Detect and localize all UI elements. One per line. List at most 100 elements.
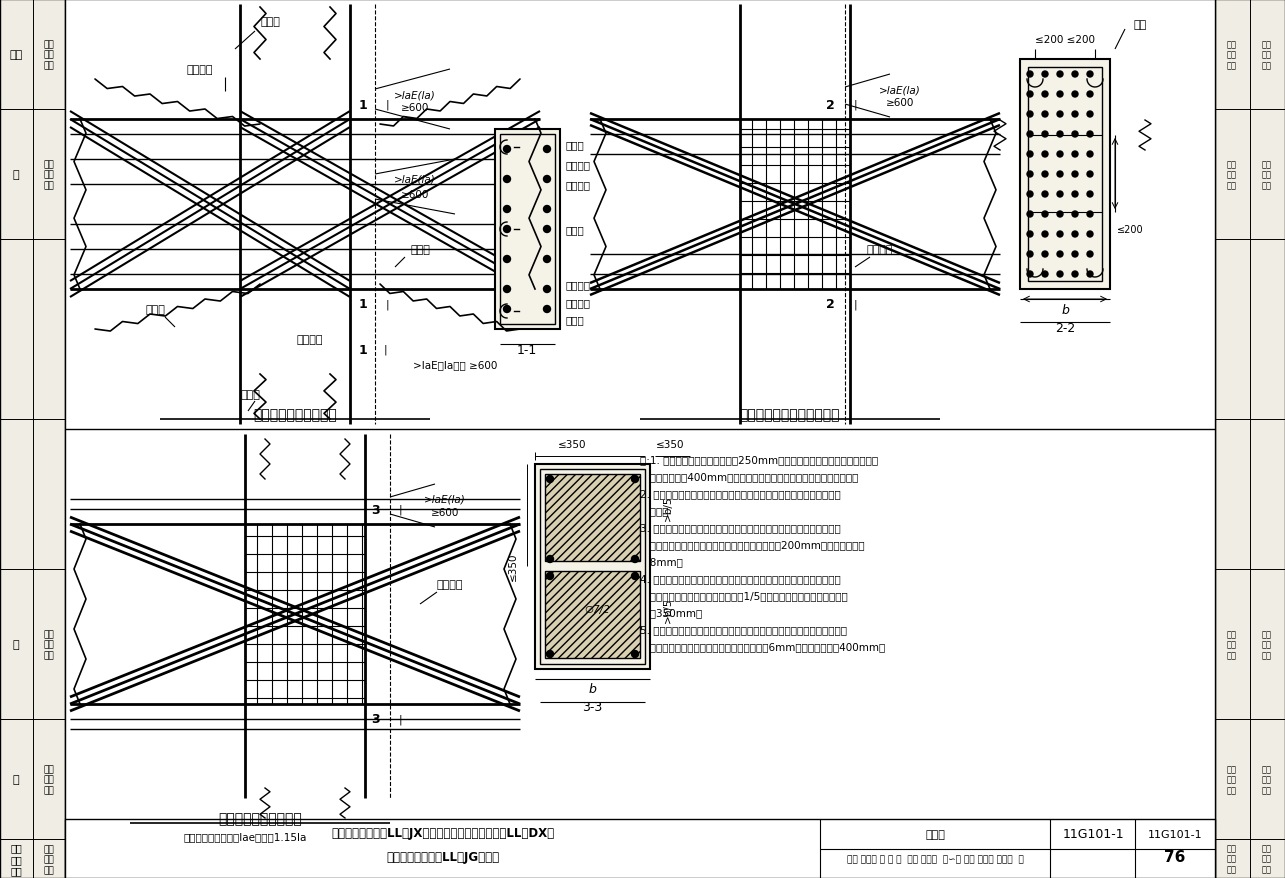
- Circle shape: [1072, 72, 1078, 78]
- Text: 平法
制图
规则: 平法 制图 规则: [1262, 40, 1272, 70]
- Circle shape: [1027, 72, 1033, 78]
- Text: 图集号: 图集号: [925, 829, 944, 839]
- Bar: [66, 819, 1216, 878]
- Text: 审核 吴耀辉 罗 垂 垂  校对 杨晓艳  杨∽抢 设计 赵克波 裴志彪  页: 审核 吴耀辉 罗 垂 垂 校对 杨晓艳 杨∽抢 设计 赵克波 裴志彪 页: [847, 854, 1023, 864]
- Circle shape: [1072, 271, 1078, 277]
- Text: ≤350: ≤350: [655, 440, 684, 450]
- Circle shape: [546, 556, 554, 563]
- Text: 对角斜筋: 对角斜筋: [867, 245, 893, 255]
- Circle shape: [1058, 212, 1063, 218]
- Text: 平法
制图
规则: 平法 制图 规则: [1227, 764, 1237, 794]
- Circle shape: [1027, 252, 1033, 258]
- Circle shape: [504, 256, 510, 263]
- Text: >laE(la): >laE(la): [424, 494, 466, 505]
- Text: 平法
制图
规则: 平法 制图 规则: [1227, 843, 1237, 873]
- Text: 3: 3: [370, 503, 379, 516]
- Circle shape: [504, 147, 510, 154]
- Text: 折线筋: 折线筋: [565, 225, 583, 234]
- Circle shape: [544, 147, 550, 154]
- Text: 总则: 总则: [9, 50, 23, 60]
- Text: 1-1: 1-1: [517, 343, 537, 356]
- Circle shape: [1058, 252, 1063, 258]
- Text: 11G101-1: 11G101-1: [1148, 829, 1203, 839]
- Text: 纵向钢筋: 纵向钢筋: [565, 180, 590, 190]
- Text: 面宽度不小于400mm时，可采用集中对角斜筋配筋或对角暗撑配筋。: 面宽度不小于400mm时，可采用集中对角斜筋配筋或对角暗撑配筋。: [640, 471, 858, 481]
- Bar: [540, 470, 645, 665]
- Circle shape: [544, 256, 550, 263]
- Circle shape: [504, 176, 510, 184]
- Text: 3-3: 3-3: [582, 701, 603, 714]
- Text: b: b: [1061, 303, 1069, 316]
- Polygon shape: [69, 517, 520, 711]
- Circle shape: [1087, 252, 1094, 258]
- Bar: [0, 0, 66, 878]
- Text: 平法
制图
规则: 平法 制图 规则: [44, 764, 54, 794]
- Text: >laE(la): >laE(la): [879, 85, 921, 95]
- Text: 折线筋: 折线筋: [240, 390, 260, 399]
- Text: 平法
制图
规则: 平法 制图 规则: [1262, 764, 1272, 794]
- Circle shape: [546, 572, 554, 579]
- Bar: [1028, 68, 1103, 282]
- Circle shape: [1087, 191, 1094, 198]
- Circle shape: [504, 286, 510, 293]
- Circle shape: [1058, 132, 1063, 138]
- Text: ≤200 ≤200: ≤200 ≤200: [1034, 35, 1095, 45]
- Circle shape: [631, 556, 639, 563]
- Circle shape: [631, 476, 639, 483]
- Bar: [495, 130, 560, 329]
- Circle shape: [544, 206, 550, 213]
- Text: |: |: [398, 714, 402, 724]
- Text: 梁: 梁: [13, 639, 19, 649]
- Text: 3. 集中对角斜筋配筋连梁应在梁截面内沿水平方向及竖直方向设置双向: 3. 集中对角斜筋配筋连梁应在梁截面内沿水平方向及竖直方向设置双向: [640, 522, 840, 532]
- Text: 平法
制图
规则: 平法 制图 规则: [44, 844, 54, 874]
- Circle shape: [1042, 132, 1049, 138]
- Bar: [1216, 0, 1285, 878]
- Circle shape: [544, 306, 550, 313]
- Text: 对角斜筋: 对角斜筋: [565, 298, 590, 307]
- Text: 连梁交叉斜筋配筋构造: 连梁交叉斜筋配筋构造: [253, 407, 337, 421]
- Text: 1: 1: [359, 98, 368, 112]
- Circle shape: [1042, 172, 1049, 178]
- Text: 的一半，另一方向不宜小于梁宽的1/5；对角暗撑约束箍筋间距不应大: 的一半，另一方向不宜小于梁宽的1/5；对角暗撑约束箍筋间距不应大: [640, 590, 848, 601]
- Text: 平法
制图
规则: 平法 制图 规则: [1227, 630, 1237, 659]
- Text: >laE（la）且 ≥600: >laE（la）且 ≥600: [412, 360, 497, 370]
- Text: |: |: [398, 504, 402, 515]
- Text: 3: 3: [370, 713, 379, 726]
- Text: 2. 交叉斜筋配筋连梁的对角斜筋在梁端部位应设置拉筋，具体位见设计: 2. 交叉斜筋配筋连梁的对角斜筋在梁端部位应设置拉筋，具体位见设计: [640, 488, 840, 499]
- Circle shape: [631, 651, 639, 658]
- Text: >b/5: >b/5: [663, 596, 673, 622]
- Circle shape: [1058, 92, 1063, 97]
- Text: ≥600: ≥600: [430, 507, 459, 517]
- Circle shape: [1027, 232, 1033, 238]
- Text: 8mm。: 8mm。: [640, 557, 682, 566]
- Text: 11G101-1: 11G101-1: [1063, 828, 1124, 840]
- Circle shape: [1058, 191, 1063, 198]
- Circle shape: [1087, 212, 1094, 218]
- Bar: [66, 0, 1216, 878]
- Text: >laE(la): >laE(la): [394, 90, 436, 100]
- Text: 折线筋: 折线筋: [565, 140, 583, 150]
- Text: |: |: [853, 99, 857, 110]
- Text: ≤200: ≤200: [1117, 225, 1144, 234]
- Circle shape: [544, 176, 550, 184]
- Text: ≤350: ≤350: [558, 440, 586, 450]
- Text: 2-2: 2-2: [1055, 321, 1076, 335]
- Circle shape: [1058, 112, 1063, 118]
- Circle shape: [1042, 191, 1049, 198]
- Circle shape: [504, 227, 510, 234]
- Circle shape: [1087, 92, 1094, 97]
- Text: 76: 76: [1164, 850, 1186, 865]
- Circle shape: [1027, 191, 1033, 198]
- Text: ≥600: ≥600: [401, 190, 429, 200]
- Circle shape: [1058, 232, 1063, 238]
- Text: 拉筋，立筋应勾住外侧纵向钢筋，间距不应大于200mm，直径不应小于: 拉筋，立筋应勾住外侧纵向钢筋，间距不应大于200mm，直径不应小于: [640, 539, 865, 550]
- Circle shape: [1087, 172, 1094, 178]
- Circle shape: [1087, 72, 1094, 78]
- Text: 2: 2: [826, 299, 834, 311]
- Text: 平法
制图
规则: 平法 制图 规则: [1262, 160, 1272, 190]
- Text: 标注。: 标注。: [640, 506, 668, 515]
- Circle shape: [1087, 271, 1094, 277]
- Circle shape: [1072, 232, 1078, 238]
- Text: 平法
制图
规则: 平法 制图 规则: [44, 40, 54, 70]
- Text: 平法
制图
规则: 平法 制图 规则: [1227, 40, 1237, 70]
